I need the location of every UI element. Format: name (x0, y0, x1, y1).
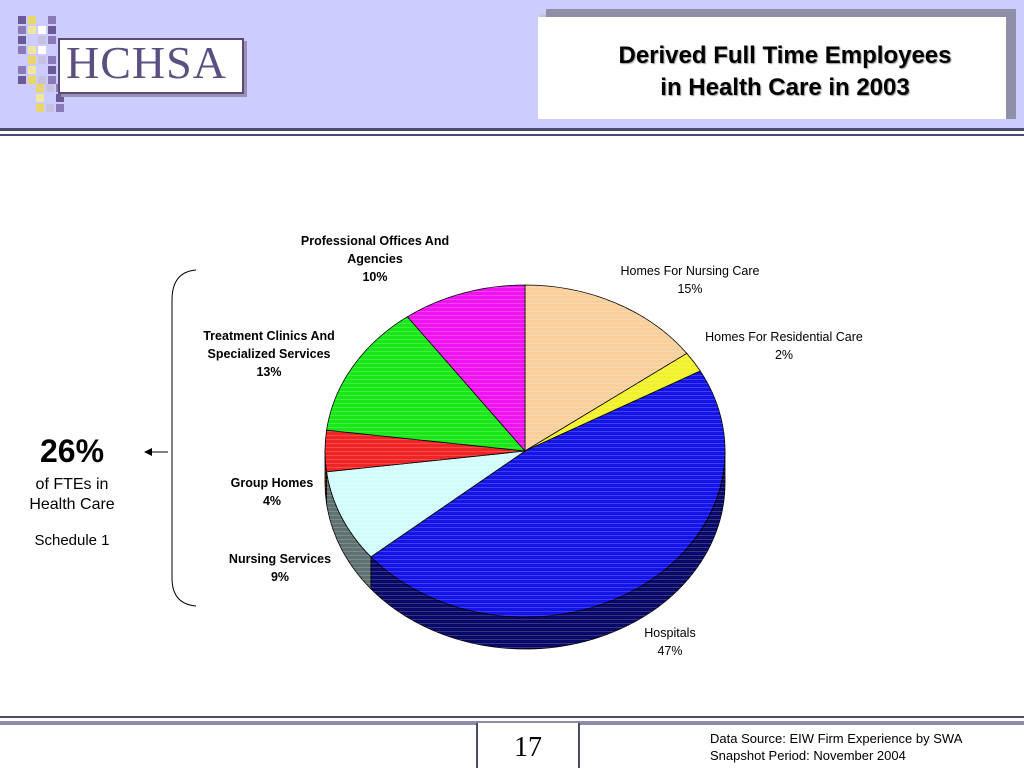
decor-square (46, 104, 54, 112)
header-divider (0, 128, 1024, 131)
label-group-homes: Group Homes 4% (230, 476, 314, 508)
label-treatment-clinics: Treatment Clinics And Specialized Servic… (203, 329, 335, 379)
callout-description: of FTEs in Health Care (29, 476, 115, 513)
decor-square (18, 76, 26, 84)
decor-square (28, 46, 36, 54)
decor-square (36, 104, 44, 112)
logo: HCHSA (66, 37, 227, 88)
decor-square (28, 26, 36, 34)
label-nursing-services: Nursing Services 9% (228, 552, 332, 584)
pie-slice-texture (525, 353, 701, 451)
decor-square (48, 26, 56, 34)
decor-square (18, 36, 26, 44)
decor-square (48, 76, 56, 84)
schedule-label: Schedule 1 (34, 532, 110, 549)
callout-bracket (171, 269, 197, 607)
label-professional-offices: Professional Offices And Agencies 10% (300, 234, 450, 284)
decor-square (36, 94, 44, 102)
pie-slice-texture (407, 285, 525, 451)
decor-square (28, 16, 36, 24)
decor-square (28, 56, 36, 64)
pie-top-face (324, 284, 726, 618)
callout-percent: 26% (39, 433, 105, 469)
decor-square (48, 16, 56, 24)
decor-square (38, 56, 46, 64)
decor-square (38, 26, 46, 34)
decor-square (56, 94, 64, 102)
data-source: Data Source: EIW Firm Experience by SWA … (710, 731, 963, 763)
callout-arrow-head (144, 448, 152, 456)
page-title: Derived Full Time Employees in Health Ca… (540, 40, 1024, 104)
decor-square (46, 84, 54, 92)
decor-square (56, 104, 64, 112)
decor-square (48, 36, 56, 44)
decor-square (18, 26, 26, 34)
footer-divider (0, 716, 1024, 718)
decor-square (28, 76, 36, 84)
title-box (538, 17, 1006, 119)
decor-square (18, 46, 26, 54)
title-line-1: Derived Full Time Employees (618, 42, 952, 69)
title-line-2: in Health Care in 2003 (660, 74, 910, 101)
pie-slice-texture (370, 371, 725, 617)
logo-frame (58, 38, 244, 94)
decor-square (38, 46, 46, 54)
pie-slice-texture (326, 451, 525, 557)
pie-slice-texture (525, 285, 687, 451)
label-homes-nursing-care: Homes For Nursing Care 15% (620, 264, 760, 296)
decor-square (48, 56, 56, 64)
decor-square (18, 16, 26, 24)
pie-side-texture (370, 451, 725, 649)
decor-square (38, 36, 46, 44)
decor-square (38, 76, 46, 84)
header-divider-thin (0, 134, 1024, 136)
page-number: 17 (476, 723, 580, 768)
decor-square (36, 84, 44, 92)
decor-square (18, 66, 26, 74)
label-homes-residential-care: Homes For Residential Care 2% (705, 330, 863, 362)
decor-square (48, 66, 56, 74)
pie-slice-texture (325, 430, 525, 472)
label-hospitals: Hospitals 47% (644, 626, 696, 658)
decor-square (28, 66, 36, 74)
pie-slice-texture (326, 316, 525, 451)
